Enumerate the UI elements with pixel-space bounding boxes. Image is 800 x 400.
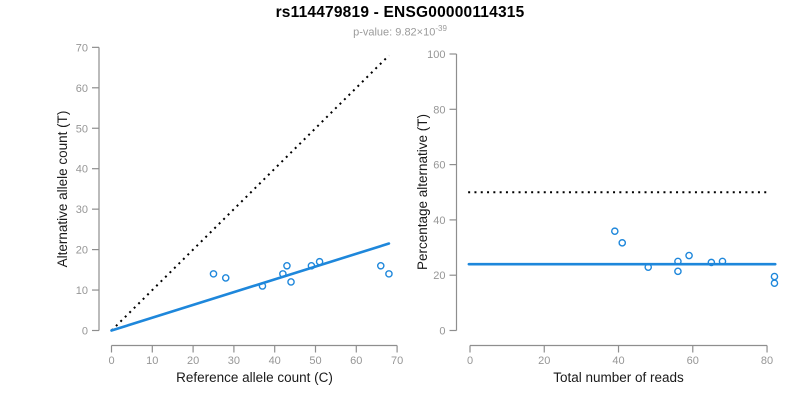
data-point xyxy=(209,270,218,278)
data-point xyxy=(258,282,267,290)
data-point xyxy=(385,270,393,278)
y-tick-label: 0 xyxy=(82,326,88,338)
y-tick-label: 70 xyxy=(76,42,88,54)
left-scatter-plot: 0 10 20 30 40 50 60 70 0 10 20 30 40 50 60 70 Reference … xyxy=(55,42,403,385)
x-tick-label: 20 xyxy=(187,355,199,367)
data-point xyxy=(718,257,727,266)
y-tick-label: 100 xyxy=(427,49,445,61)
fit-line xyxy=(110,242,391,332)
data-point xyxy=(287,278,295,286)
x-axis-title: Total number of reads xyxy=(553,370,684,385)
y-tick-label: 0 xyxy=(439,326,445,338)
data-point xyxy=(707,258,716,267)
x-tick-label: 20 xyxy=(538,355,550,367)
y-tick-label: 20 xyxy=(433,270,445,282)
y-tick-label: 10 xyxy=(76,285,88,297)
y-tick-label: 60 xyxy=(433,160,445,172)
x-tick-label: 30 xyxy=(228,355,240,367)
figure-subtitle: p-value: 9.82×10-39 xyxy=(0,24,800,39)
y-axis-title: Alternative allele count (T) xyxy=(55,111,70,268)
data-point xyxy=(770,279,779,288)
right-scatter-plot: 0 20 40 60 80 100 0 20 40 60 80 Total number of rea… xyxy=(415,49,779,385)
x-tick-label: 60 xyxy=(350,355,362,367)
x-axis-title: Reference allele count (C) xyxy=(176,370,333,385)
y-tick-label: 40 xyxy=(76,164,88,176)
y-tick-label: 80 xyxy=(433,104,445,116)
y-tick-label: 60 xyxy=(76,83,88,95)
pvalue-exponent: -39 xyxy=(435,24,447,33)
x-tick-label: 0 xyxy=(108,355,114,367)
y-axis-title: Percentage alternative (T) xyxy=(415,114,430,270)
x-tick-label: 10 xyxy=(146,355,158,367)
x-tick-label: 70 xyxy=(391,355,403,367)
data-point xyxy=(674,267,682,276)
data-point xyxy=(307,261,316,270)
y-tick-label: 40 xyxy=(433,215,445,227)
data-point xyxy=(283,261,291,270)
data-point xyxy=(685,251,693,260)
x-tick-label: 50 xyxy=(309,355,321,367)
data-point xyxy=(221,274,230,282)
data-point xyxy=(770,272,779,281)
data-point xyxy=(674,257,682,266)
identity-line xyxy=(110,54,390,332)
pvalue-text: p-value: 9.82×10 xyxy=(353,26,436,39)
data-point xyxy=(644,263,653,271)
y-tick-label: 20 xyxy=(76,245,88,257)
x-tick-label: 60 xyxy=(687,355,699,367)
figure-title: rs114479819 - ENSG00000114315 xyxy=(275,4,525,21)
data-point xyxy=(376,261,385,270)
data-point xyxy=(279,270,287,278)
x-tick-label: 40 xyxy=(612,355,624,367)
y-tick-label: 30 xyxy=(76,204,88,216)
y-tick-label: 50 xyxy=(76,123,88,135)
x-tick-label: 80 xyxy=(761,355,773,367)
data-point xyxy=(618,239,627,247)
data-point xyxy=(315,257,324,266)
x-tick-label: 0 xyxy=(467,355,473,367)
data-point xyxy=(611,227,619,236)
x-tick-label: 40 xyxy=(269,355,281,367)
